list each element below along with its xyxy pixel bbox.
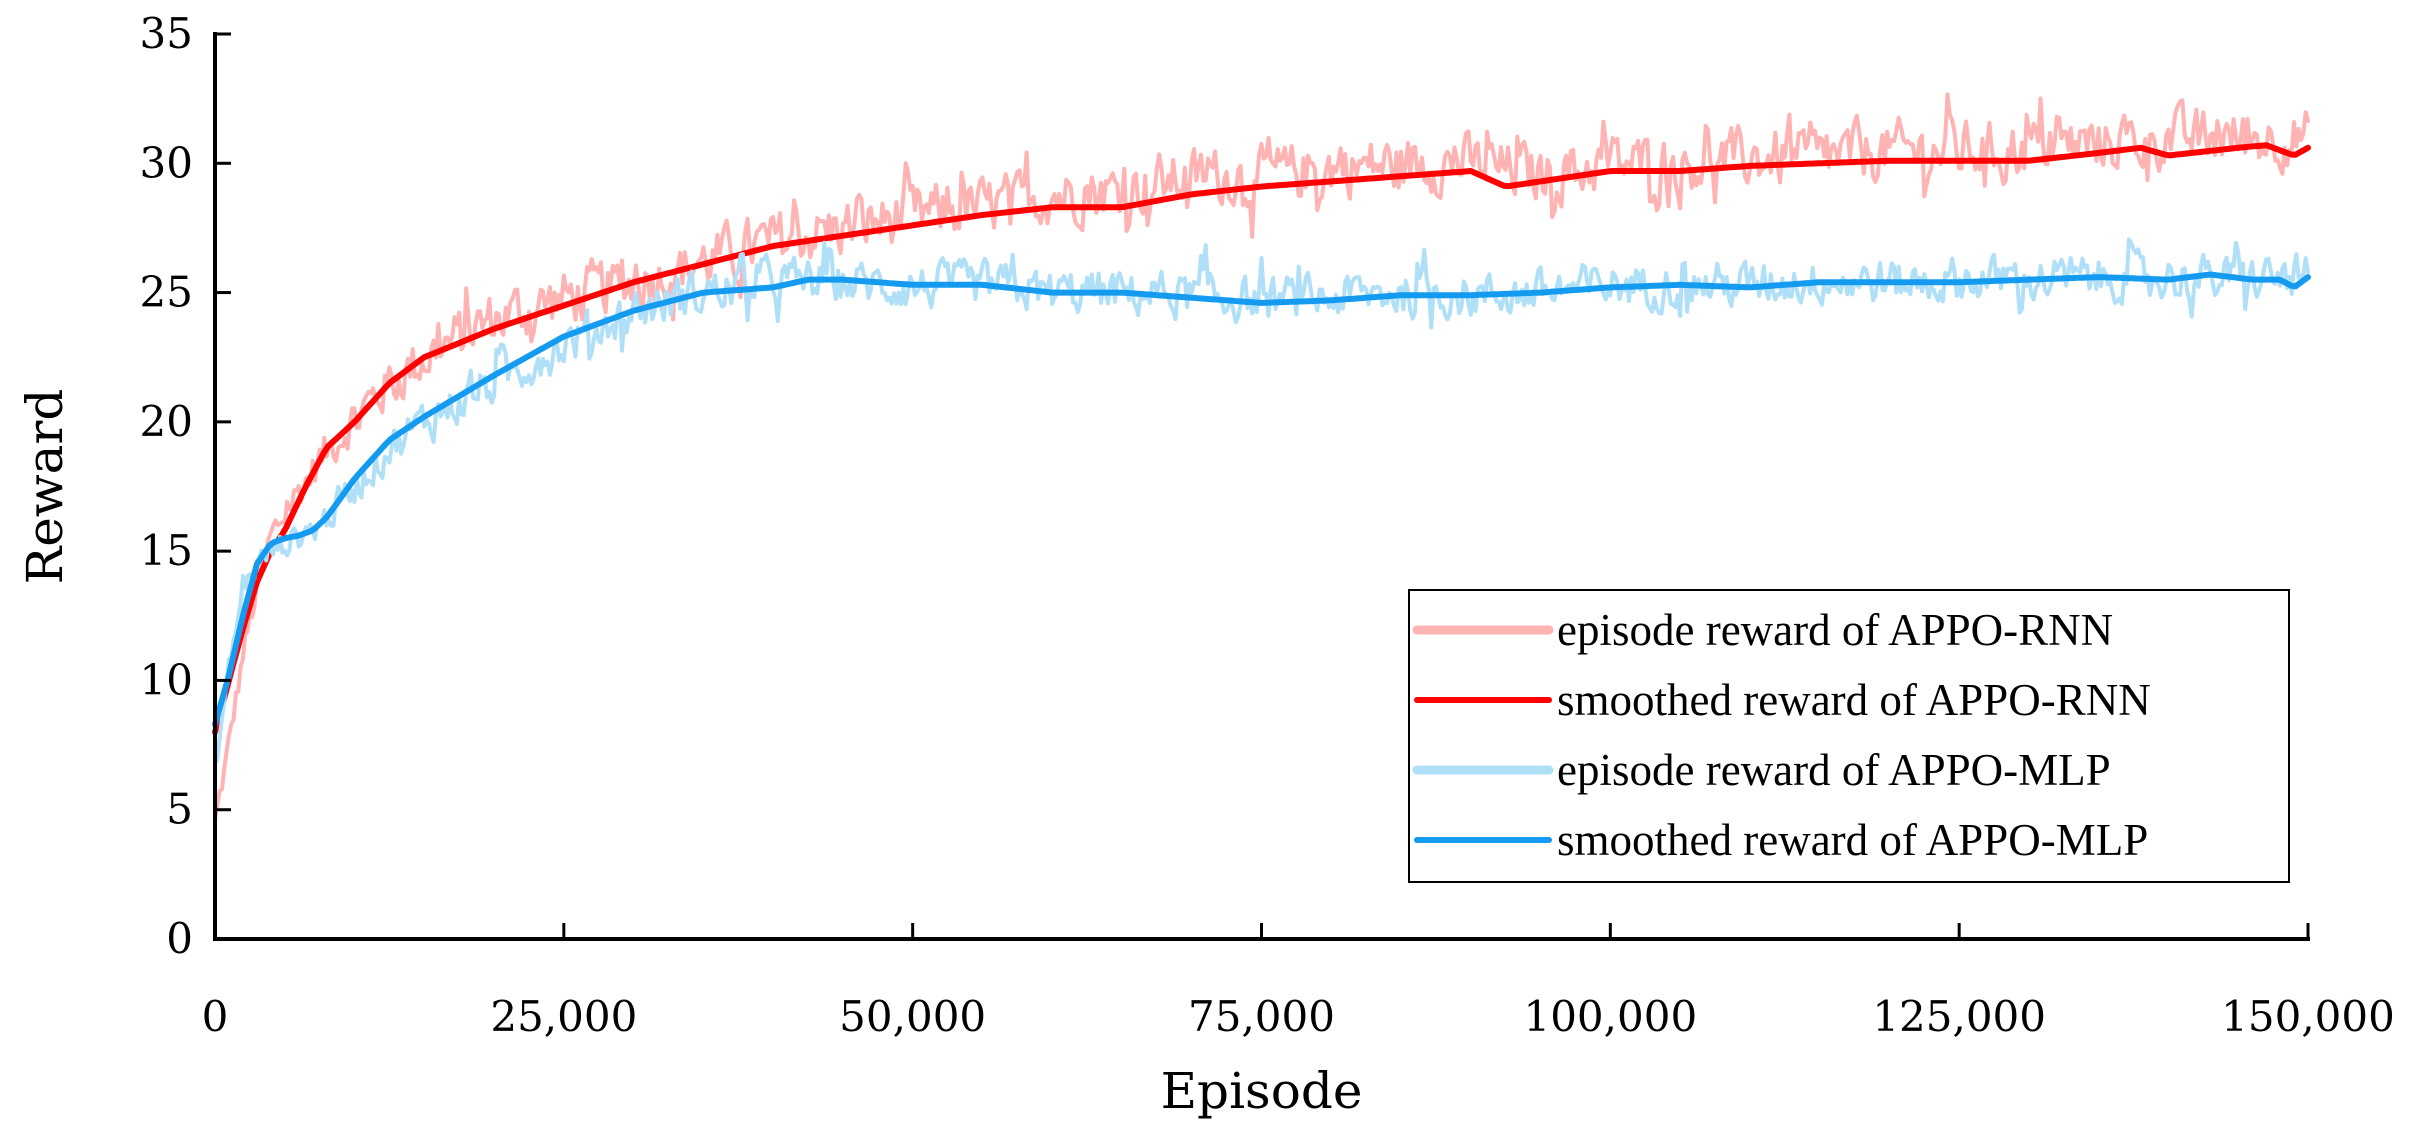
y-tick-label: 5 [166, 785, 193, 834]
x-tick-label: 25,000 [490, 992, 637, 1041]
x-tick-label: 50,000 [839, 992, 986, 1041]
x-tick-label: 125,000 [1872, 992, 2046, 1041]
y-tick-label: 30 [140, 138, 193, 187]
y-tick-label: 0 [166, 914, 193, 963]
y-tick-label: 10 [140, 655, 193, 704]
y-tick-label: 35 [140, 9, 193, 58]
legend: episode reward of APPO-RNN smoothed rewar… [1408, 589, 2290, 883]
y-axis-title: Reward [16, 389, 74, 585]
x-tick-label: 100,000 [1523, 992, 1697, 1041]
raw-reward-line-0 [213, 92, 2310, 822]
legend-label: episode reward of APPO-MLP [1557, 745, 2111, 795]
legend-box [1408, 589, 2290, 883]
x-tick-label: 0 [202, 992, 229, 1041]
x-tick-label: 75,000 [1188, 992, 1335, 1041]
x-tick-label: 150,000 [2221, 992, 2395, 1041]
legend-label: smoothed reward of APPO-RNN [1557, 675, 2151, 725]
legend-label: smoothed reward of APPO-MLP [1557, 815, 2148, 865]
ticks-layer: 0 5 10 15 20 25 30 35 0 25,000 50,000 75,000 100,000… [140, 9, 2395, 1041]
smoothed-reward-line-1 [212, 142, 2311, 736]
legend-label: episode reward of APPO-RNN [1557, 605, 2113, 655]
y-tick-label: 25 [140, 268, 193, 317]
y-tick-label: 15 [140, 526, 193, 575]
smoothed-reward-line-3 [212, 271, 2311, 728]
series-layer [212, 92, 2311, 822]
x-axis-title: Episode [1161, 1062, 1363, 1120]
y-tick-label: 20 [140, 397, 193, 446]
